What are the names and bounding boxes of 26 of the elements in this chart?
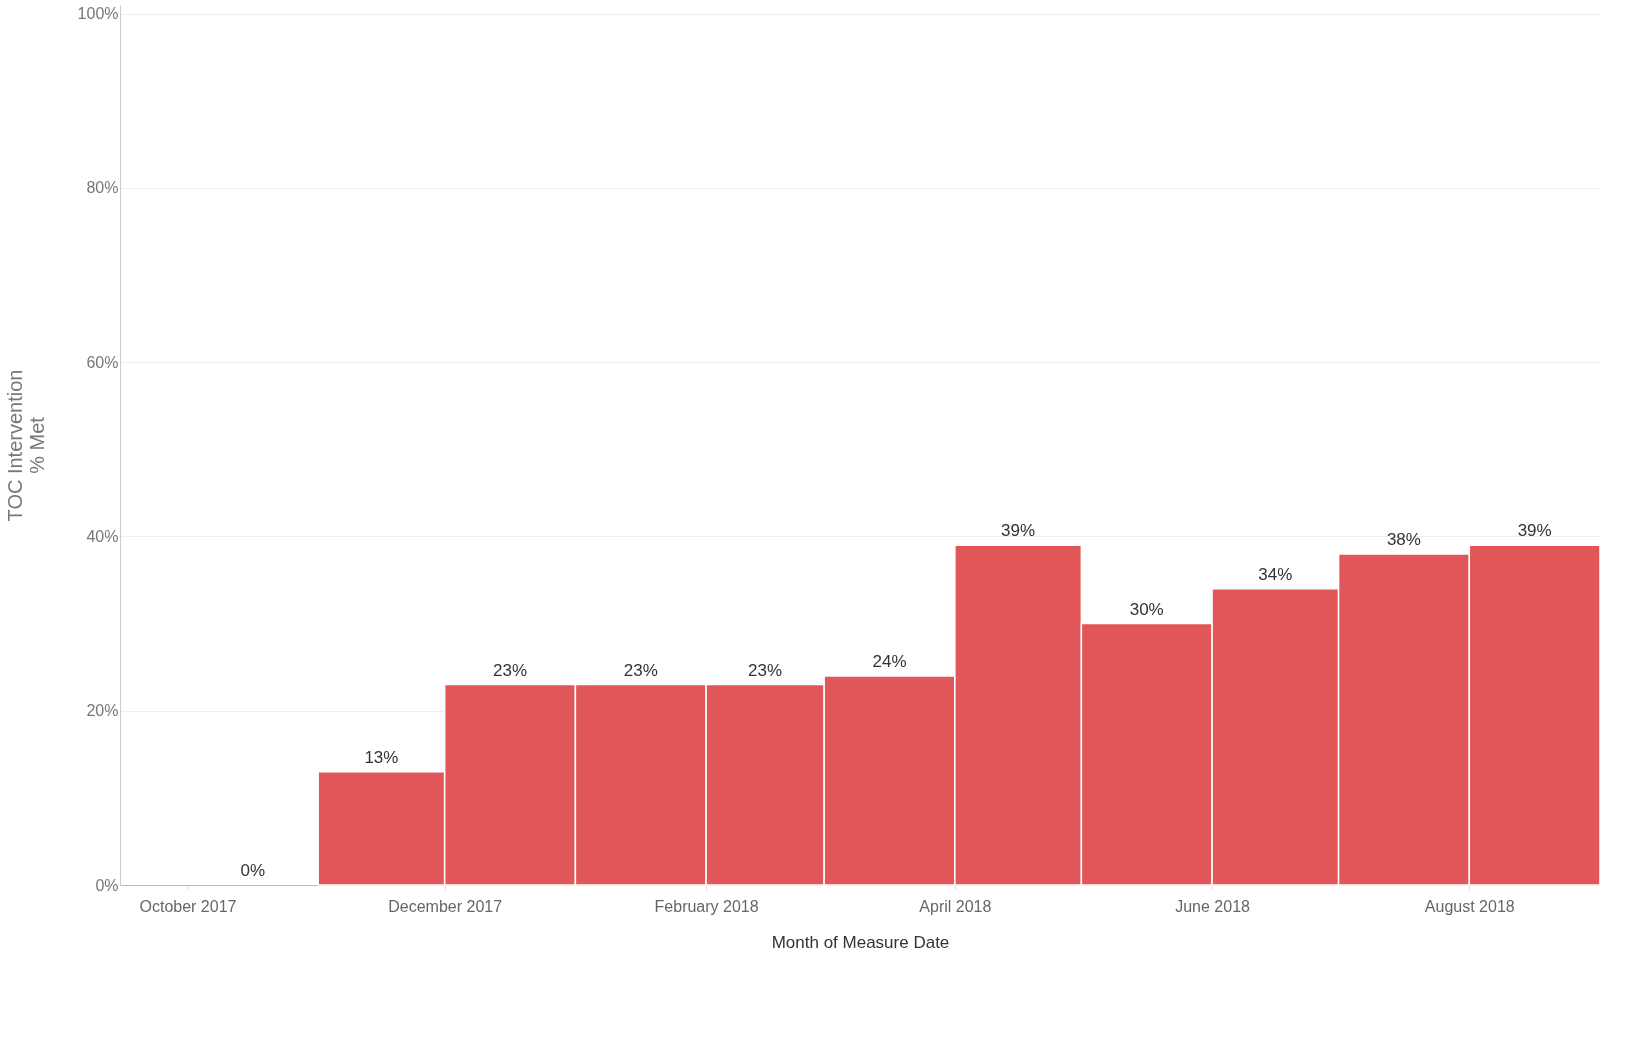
data-label: 0% [240, 861, 266, 880]
data-label: 39% [1001, 521, 1036, 541]
data-label: 39% [1517, 521, 1552, 541]
y-tick-label: 100% [77, 5, 119, 23]
x-tick-label: October 2017 [139, 897, 237, 915]
x-tick-label: April 2018 [919, 897, 992, 915]
data-label: 24% [872, 651, 907, 671]
x-tick-label: December 2017 [388, 897, 503, 915]
x-tick-label: February 2018 [654, 897, 759, 915]
data-label: 30% [1129, 599, 1164, 619]
data-label: 23% [493, 660, 528, 680]
data-label: 23% [623, 660, 658, 680]
y-tick-label: 80% [86, 179, 119, 197]
y-tick-label: 0% [95, 876, 119, 894]
data-label: 23% [748, 660, 783, 680]
x-axis-title: Month of Measure Date [771, 932, 950, 952]
y-tick-label: 20% [86, 702, 119, 720]
text: % Met [25, 417, 48, 474]
text: TOC Intervention [3, 369, 26, 522]
x-tick-label: June 2018 [1175, 897, 1251, 915]
y-tick-label: 60% [86, 353, 119, 371]
data-label: 13% [364, 747, 399, 767]
data-label: 38% [1386, 529, 1421, 549]
data-label: 34% [1258, 564, 1293, 584]
x-tick-label: August 2018 [1424, 897, 1515, 915]
y-tick-label: 40% [86, 527, 119, 545]
